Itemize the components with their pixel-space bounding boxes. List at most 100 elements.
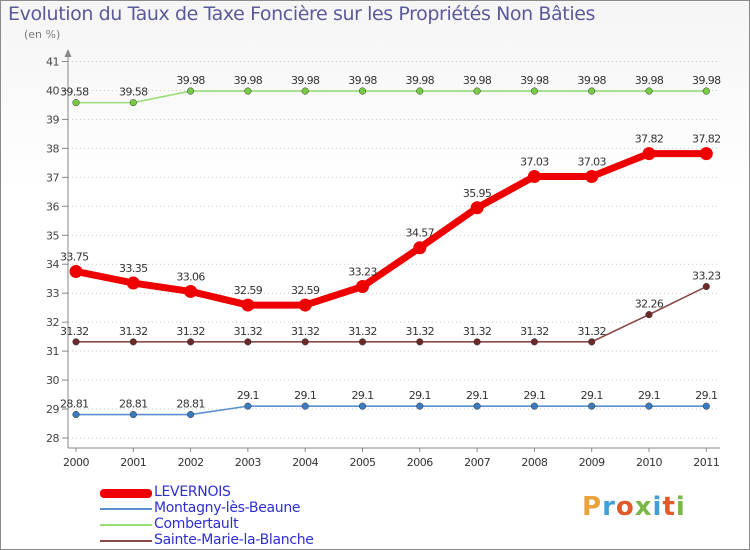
data-label: 39.98	[406, 74, 435, 87]
data-point	[126, 276, 140, 290]
series-line	[75, 285, 708, 343]
x-tick-label: 2008	[521, 456, 547, 469]
data-label: 31.32	[577, 325, 606, 338]
data-label: 29.1	[466, 389, 488, 402]
data-label: 39.98	[692, 74, 721, 87]
data-point	[358, 402, 367, 410]
data-point	[416, 338, 424, 346]
data-point	[645, 311, 653, 319]
data-point	[241, 298, 255, 312]
data-label: 37.03	[577, 155, 606, 168]
y-tick-label: 31	[46, 345, 59, 358]
data-label: 31.32	[406, 325, 435, 338]
legend-label: Sainte-Marie-la-Blanche	[154, 532, 314, 548]
data-label: 37.03	[520, 155, 549, 168]
data-point	[413, 241, 427, 255]
data-label: 31.32	[463, 325, 492, 338]
data-point	[187, 338, 195, 346]
data-label: 31.32	[60, 325, 89, 338]
data-label: 39.98	[291, 74, 320, 87]
data-point	[530, 87, 538, 95]
data-label: 29.1	[237, 389, 259, 402]
data-label: 31.32	[520, 325, 549, 338]
data-label: 39.58	[119, 86, 148, 99]
data-label: 34.57	[406, 227, 435, 240]
data-point	[530, 402, 538, 410]
logo-letter: t	[662, 492, 676, 522]
data-label: 37.82	[635, 133, 664, 146]
y-tick-label: 35	[46, 229, 59, 242]
data-point	[184, 284, 198, 298]
series-montagny-l-s-beaune: 28.81 28.81 28.81 29.1 29.1 29.1 29.1 29.1 29.1 2…	[60, 389, 718, 419]
data-point	[187, 410, 195, 419]
data-point	[301, 402, 309, 410]
y-tick-label: 36	[46, 200, 59, 213]
data-label: 29.1	[581, 389, 603, 402]
y-tick-label: 34	[46, 258, 59, 271]
data-point	[358, 338, 367, 346]
data-point	[69, 264, 83, 278]
data-point	[588, 402, 596, 410]
data-point	[301, 338, 309, 346]
data-label: 39.98	[520, 74, 549, 87]
data-label: 31.32	[234, 325, 263, 338]
data-point	[527, 169, 541, 183]
x-tick-label: 2009	[579, 456, 605, 469]
legend-swatch	[100, 508, 152, 510]
data-label: 39.98	[234, 74, 263, 87]
data-point	[470, 201, 484, 215]
data-label: 33.23	[692, 270, 721, 283]
y-tick-label: 30	[46, 374, 59, 387]
data-label: 28.81	[176, 398, 205, 411]
data-point	[356, 280, 369, 294]
data-label: 39.98	[463, 74, 492, 87]
series-sainte-marie-la-blanche: 31.32 31.32 31.32 31.32 31.32 31.32 31.32 31.32…	[60, 270, 722, 346]
y-tick-label: 33	[46, 287, 59, 300]
series-levernois: 33.75 33.35 33.06 32.59 32.59 33.23 34.57 35.95…	[60, 133, 721, 312]
data-point	[645, 87, 653, 95]
series-line	[75, 405, 708, 416]
data-point	[72, 99, 80, 107]
data-point	[244, 87, 252, 95]
data-label: 29.1	[638, 389, 660, 402]
y-tick-label: 40	[46, 84, 59, 97]
data-label: 31.32	[119, 325, 148, 338]
data-point	[588, 87, 596, 95]
legend-label: Combertault	[154, 516, 239, 532]
x-tick-label: 2003	[235, 456, 261, 469]
data-label: 31.32	[291, 325, 320, 338]
data-label: 39.98	[577, 74, 606, 87]
data-point	[244, 338, 252, 346]
logo-letter: x	[634, 492, 653, 522]
chart-subtitle: (en %)	[24, 28, 61, 41]
y-tick-label: 28	[46, 432, 59, 445]
logo-letter: i	[675, 492, 686, 522]
data-point	[473, 402, 481, 410]
x-tick-label: 2005	[350, 456, 376, 469]
data-point	[702, 282, 710, 291]
data-point	[72, 410, 80, 419]
data-point	[416, 402, 424, 410]
legend-label: LEVERNOIS	[154, 484, 231, 500]
data-point	[129, 99, 137, 107]
y-tick-label: 29	[46, 403, 59, 416]
data-label: 31.32	[348, 325, 377, 338]
data-point	[530, 338, 538, 346]
proxiti-logo: Proxiti	[582, 492, 686, 522]
data-point	[699, 147, 713, 161]
data-label: 39.98	[348, 74, 377, 87]
x-tick-label: 2004	[292, 456, 318, 469]
data-label: 39.98	[635, 74, 664, 87]
data-point	[473, 338, 481, 346]
data-label: 33.35	[119, 262, 148, 275]
data-label: 39.98	[176, 74, 205, 87]
series-line	[75, 90, 708, 104]
data-label: 29.1	[523, 389, 545, 402]
data-label: 32.26	[635, 298, 664, 311]
data-label: 29.1	[294, 389, 316, 402]
y-tick-label: 37	[46, 171, 59, 184]
data-point	[358, 87, 367, 95]
data-point	[702, 87, 710, 95]
data-point	[645, 402, 653, 410]
